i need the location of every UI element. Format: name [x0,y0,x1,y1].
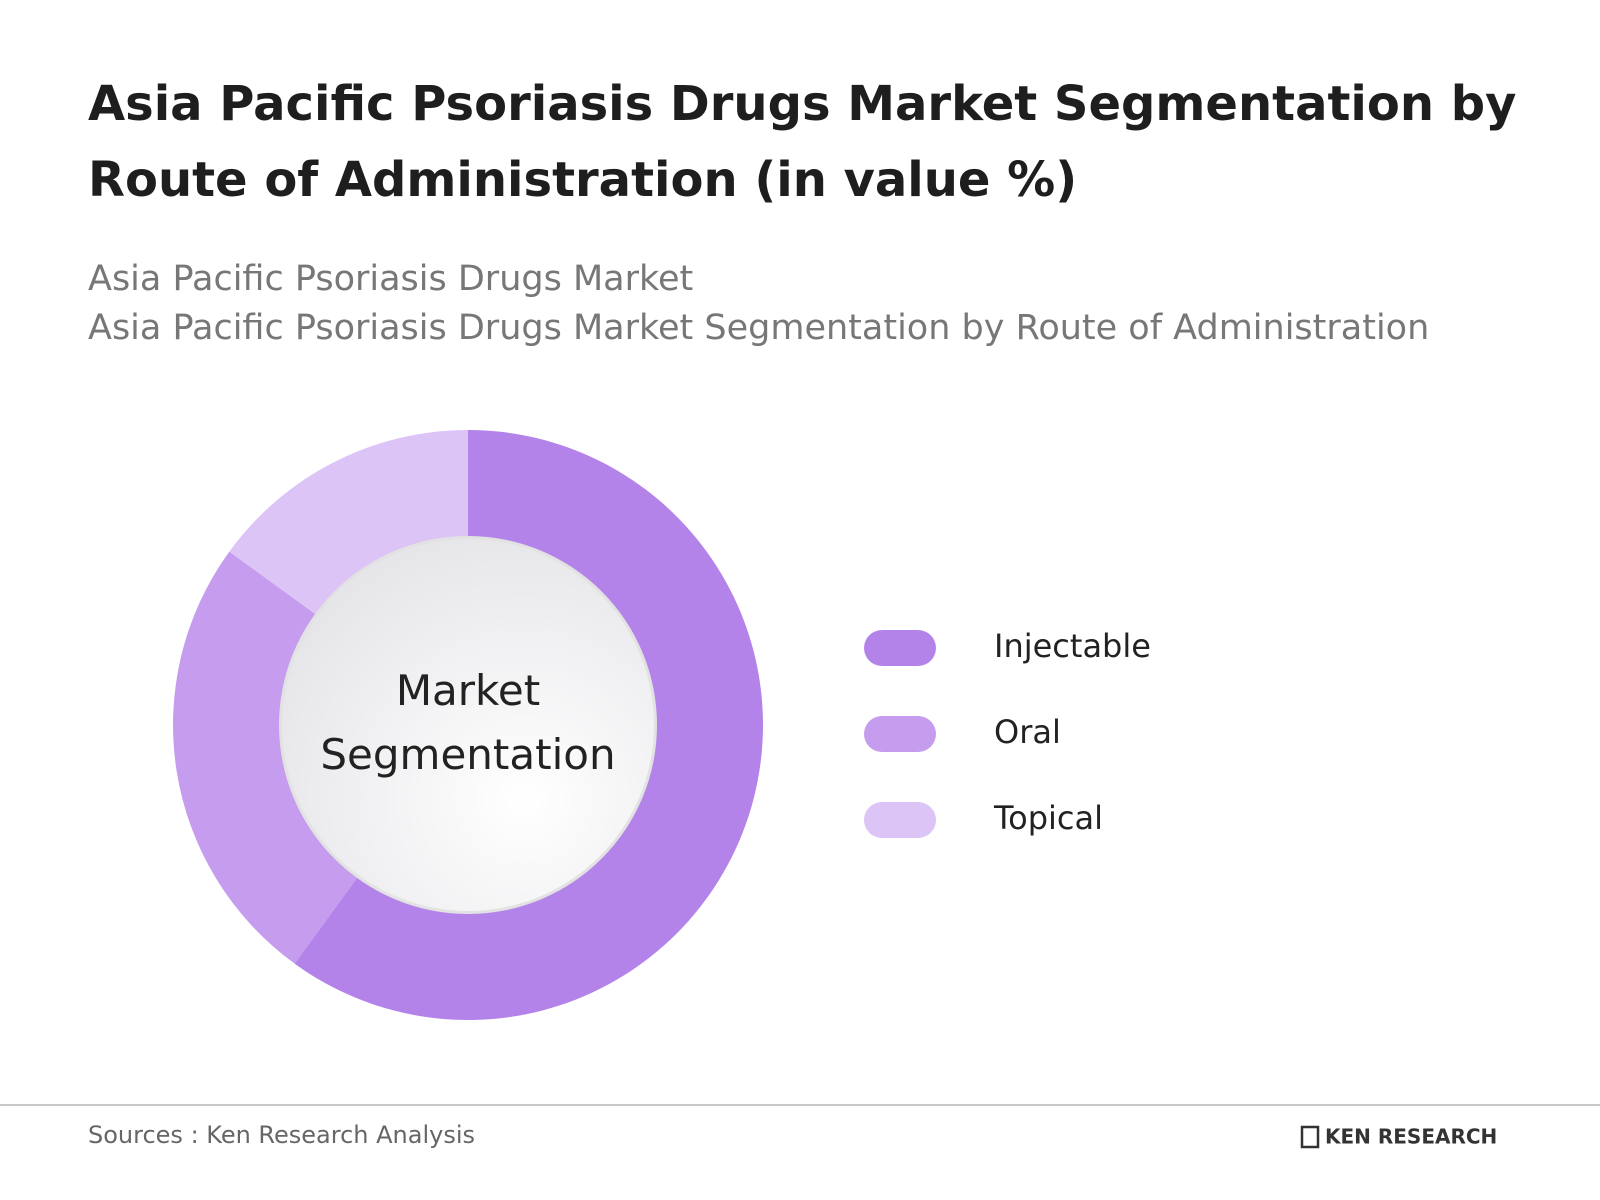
source-note: Sources : Ken Research Analysis [88,1121,475,1149]
logo-icon [1300,1125,1320,1149]
brand: KEN RESEARCH [1325,1125,1497,1149]
subtitle: Asia Pacific Psoriasis Drugs Market [88,259,693,299]
subtitle: Asia Pacific Psoriasis Drugs Market Segm… [88,308,1429,348]
legend-swatch [864,802,936,838]
legend-label: Injectable [994,627,1151,665]
legend-swatch [864,716,936,752]
legend-label: Oral [994,713,1061,751]
legend-label: Topical [993,799,1103,837]
donut-hole [282,539,654,911]
center-label: Market Segmentation [320,666,615,779]
chart-title: Asia Pacific Psoriasis Drugs Market Segm… [88,76,1517,208]
legend-swatch [864,630,936,666]
